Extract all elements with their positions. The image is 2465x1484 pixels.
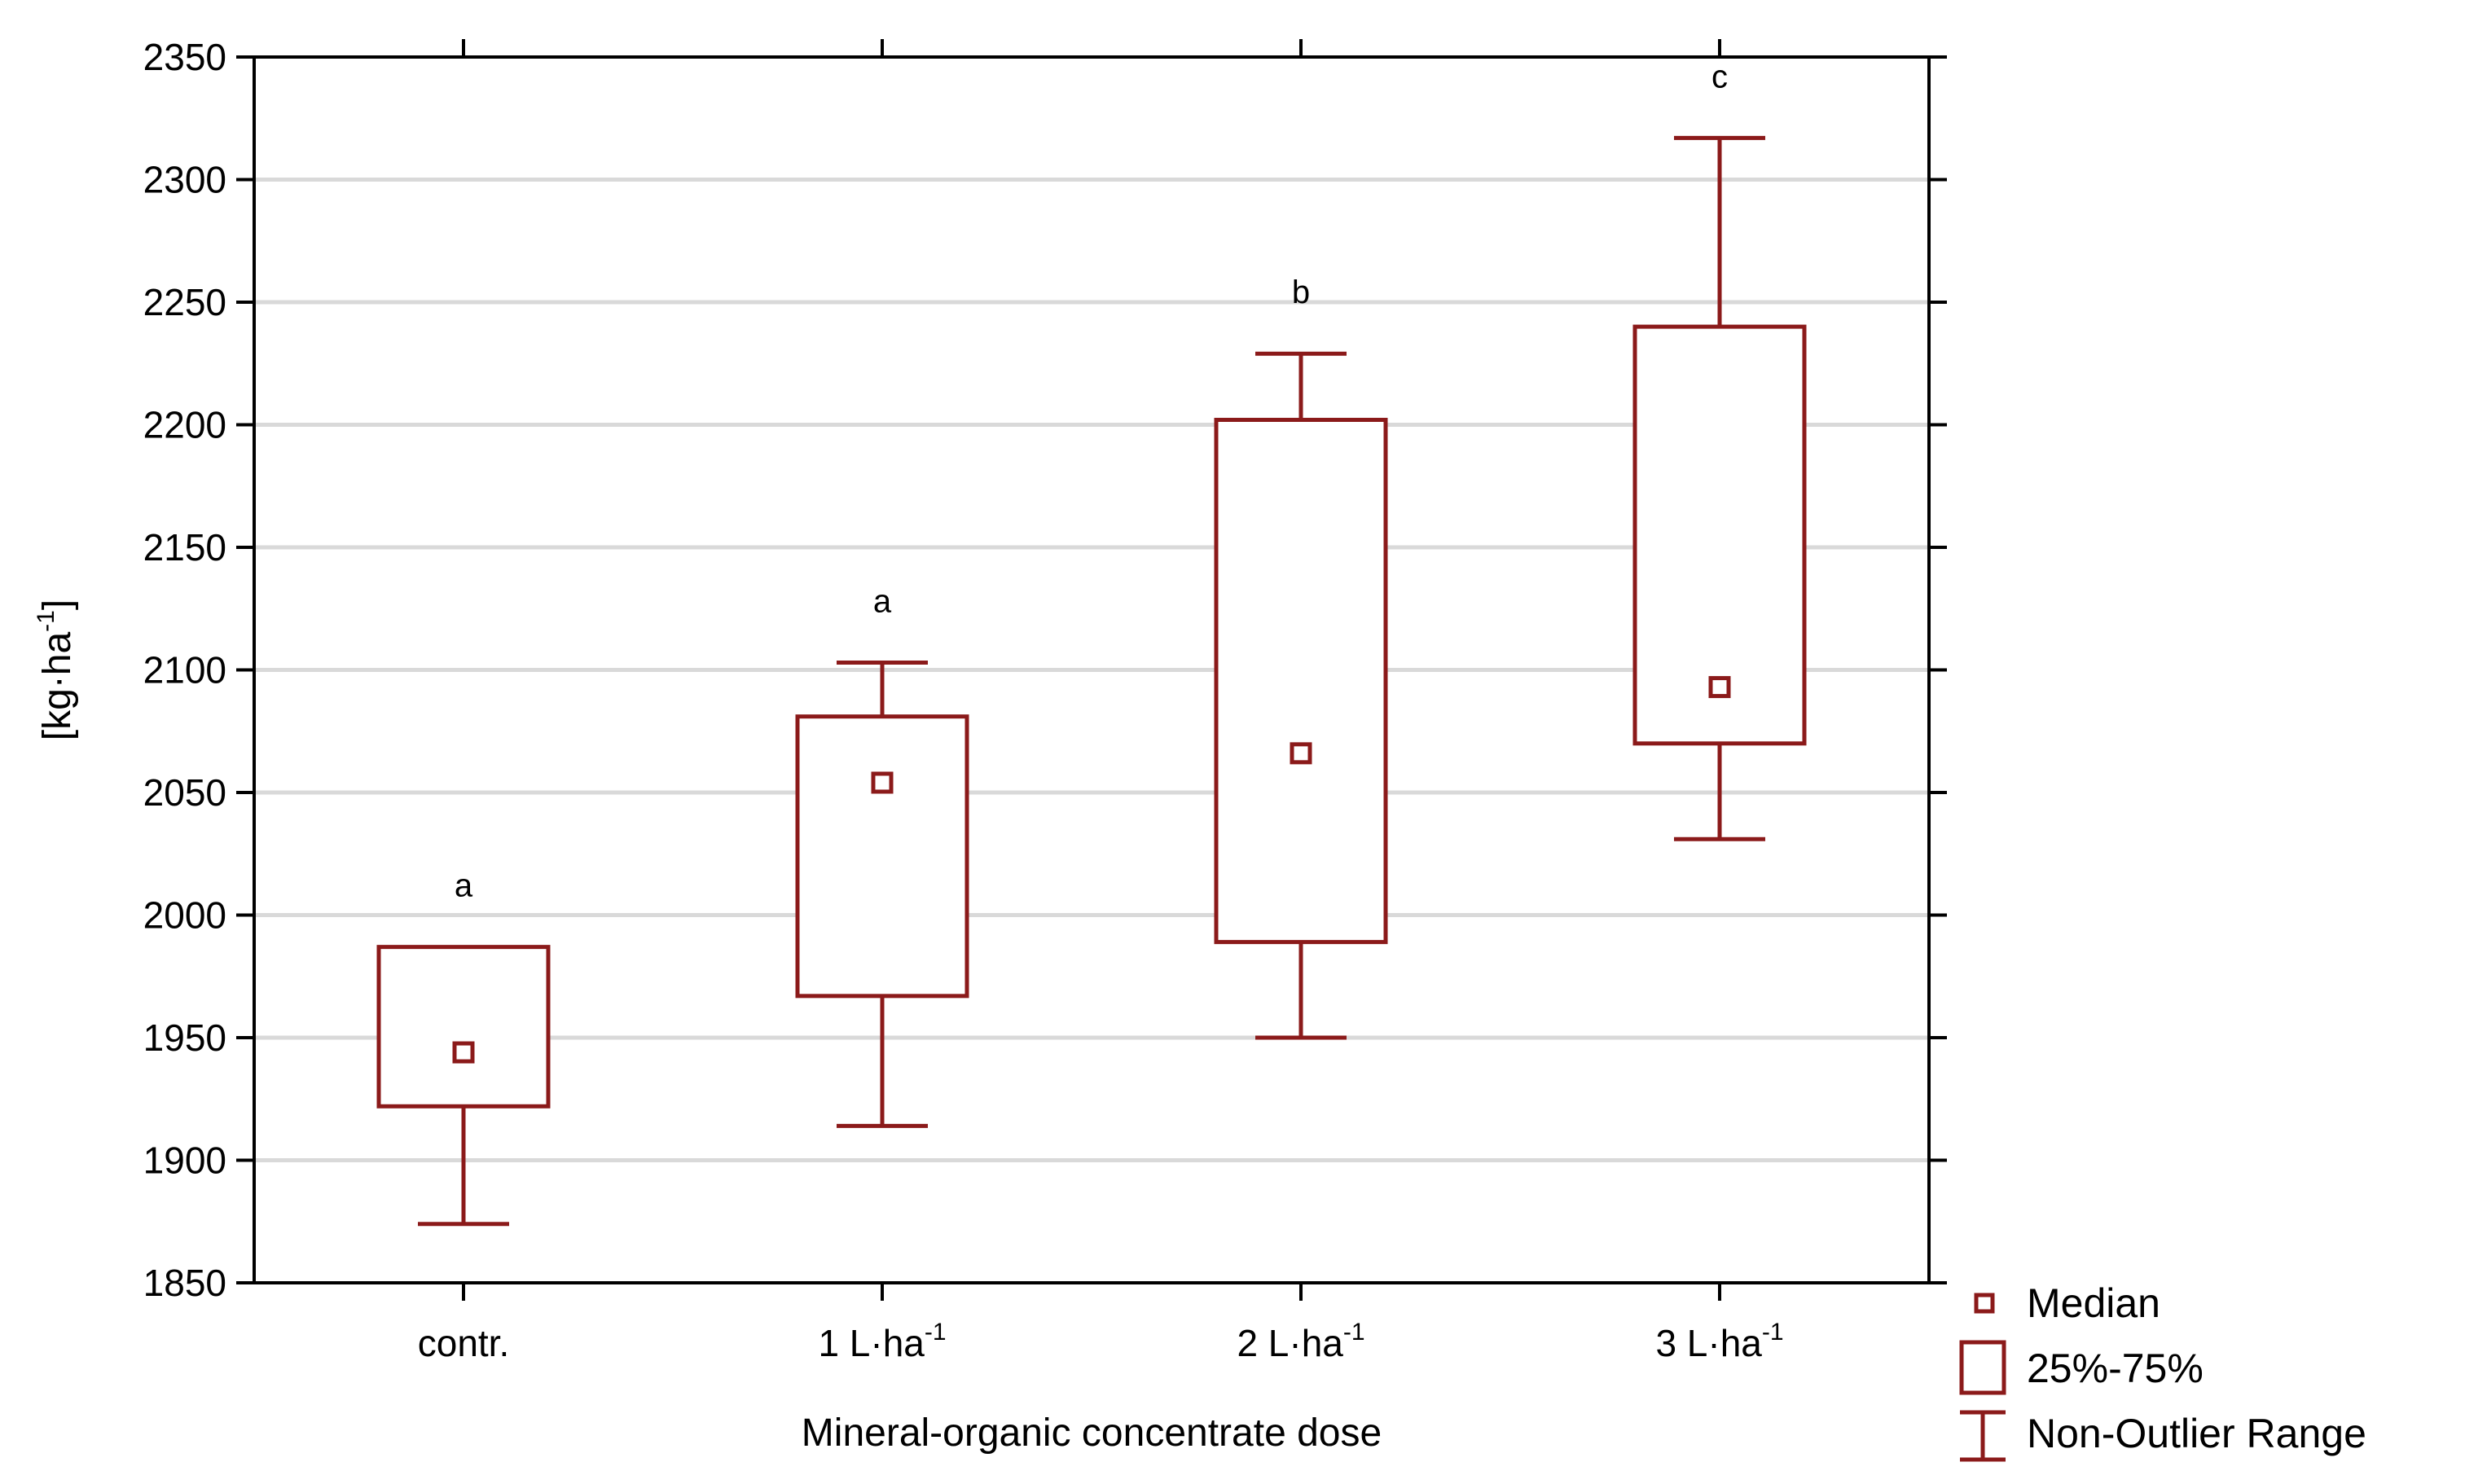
significance-letter: b [1292,274,1310,310]
significance-letter: a [455,868,473,904]
x-axis-ticks: contr. 1 L·ha-1 2 L·ha-1 3 L·ha-1 [418,39,1784,1364]
x-tick-label: 2 L·ha-1 [1237,1319,1364,1364]
median-marker [1708,676,1731,699]
iqr-box [1214,417,1388,945]
y-tick-label: 2150 [143,526,226,569]
x-axis-title: Mineral-organic concentrate dose [802,1412,1382,1455]
y-tick-label: 1900 [143,1139,226,1182]
y-tick-label: 2350 [143,36,226,78]
median-marker [871,771,894,794]
box-series [376,135,1807,1227]
x-tick-label: 1 L·ha-1 [818,1319,946,1364]
median-marker [1290,742,1312,765]
y-tick-label: 1950 [143,1016,226,1059]
box-group [795,660,969,1128]
legend-median-label: Median [2027,1280,2160,1326]
significance-letter: c [1711,59,1728,94]
iqr-box [795,714,969,999]
significance-letter: a [873,583,892,619]
iqr-box [376,945,551,1109]
legend-whisker-symbol [1960,1410,2006,1462]
legend: Median 25%-75% Non-Outlier Range [1959,1280,2366,1462]
box-group [1214,351,1388,1040]
legend-box-symbol [1959,1340,2006,1395]
box-group [376,945,551,1227]
legend-whisker-label: Non-Outlier Range [2027,1411,2366,1456]
y-tick-label: 2200 [143,404,226,446]
x-tick-label: 3 L·ha-1 [1655,1319,1783,1364]
y-axis-title: [kg·ha-1] [33,599,79,740]
y-axis-title-close: ] [36,599,79,610]
legend-median-symbol [1974,1293,1995,1314]
median-marker [452,1041,475,1064]
y-tick-label: 2250 [143,281,226,323]
y-axis-ticks: 1850 1900 1950 2000 2050 2100 2150 2200 2250 2300… [143,36,1947,1304]
x-tick-label: contr. [418,1322,510,1364]
box-group [1632,135,1807,841]
y-tick-label: 2050 [143,771,226,814]
y-tick-label: 1850 [143,1262,226,1304]
y-axis-title-main: [kg·ha [36,632,79,741]
significance-letters: a a b c [455,59,1728,903]
y-tick-label: 2100 [143,649,226,692]
y-axis-title-sup: -1 [33,610,59,632]
y-tick-label: 2300 [143,159,226,201]
y-tick-label: 2000 [143,894,226,937]
iqr-box [1632,324,1807,746]
legend-box-label: 25%-75% [2027,1346,2204,1391]
